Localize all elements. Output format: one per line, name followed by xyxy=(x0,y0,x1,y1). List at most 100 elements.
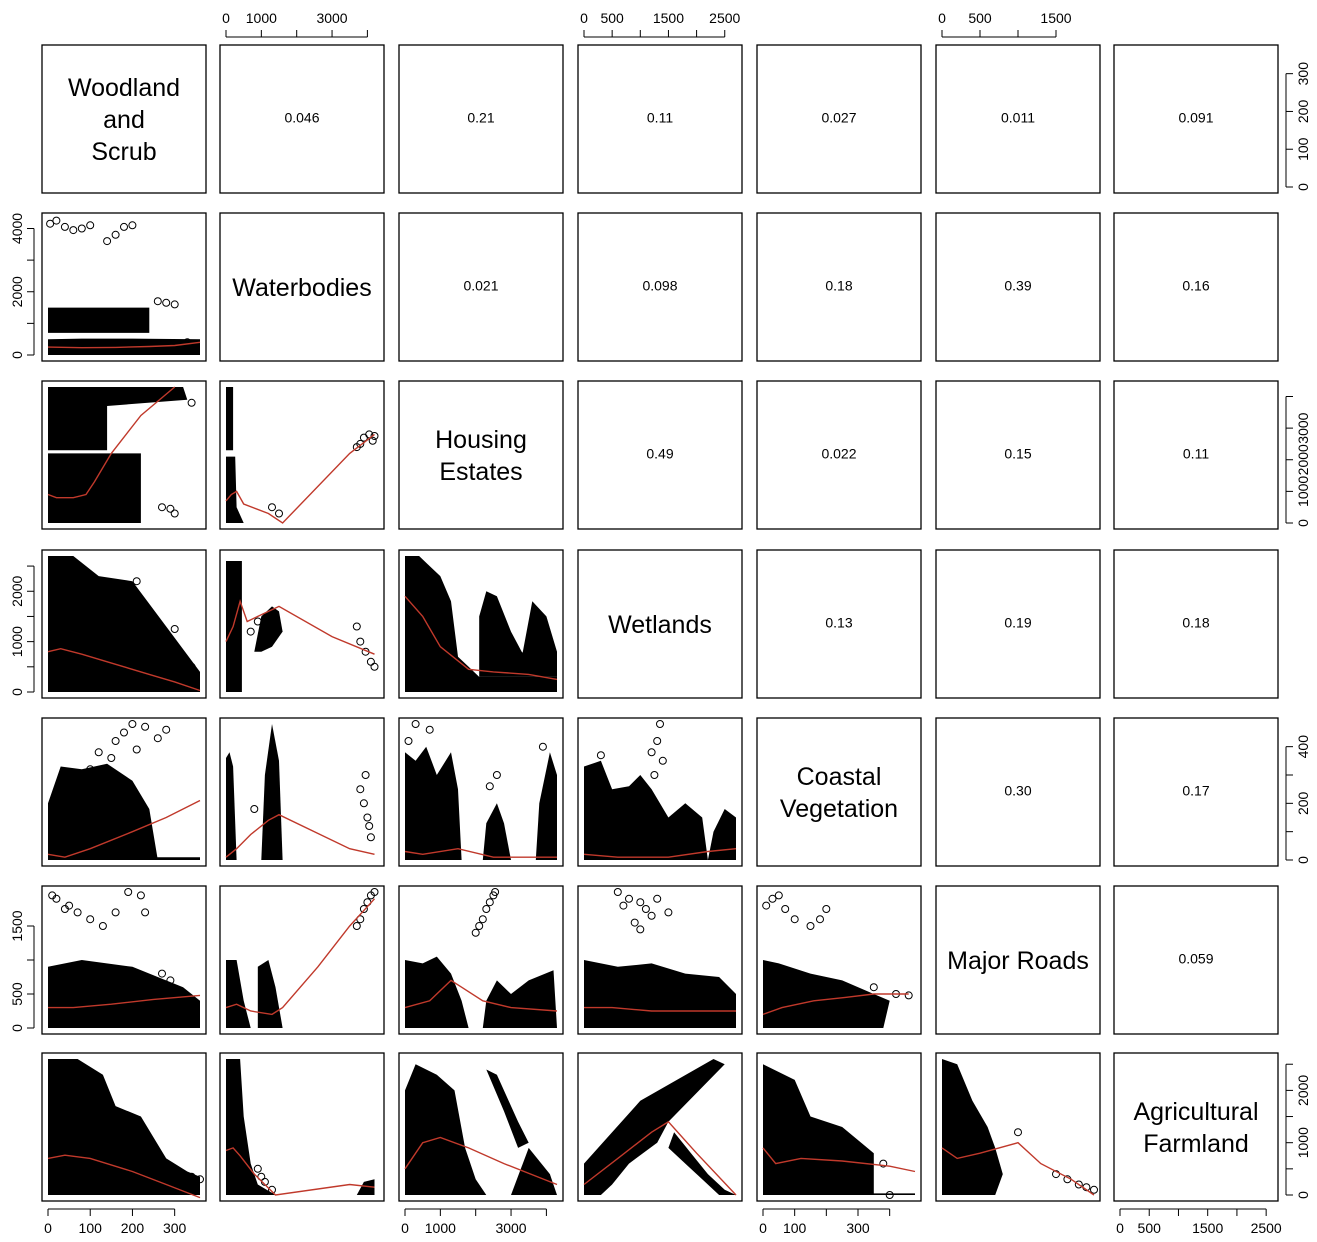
point-cloud xyxy=(48,307,150,333)
panel-3-1 xyxy=(219,549,385,699)
data-point xyxy=(275,509,283,518)
smoother-line xyxy=(583,1120,737,1196)
data-point xyxy=(246,627,255,636)
point-cloud xyxy=(405,746,462,860)
panel-1-6 xyxy=(1113,212,1279,362)
tick-label: 100 xyxy=(783,1220,807,1236)
data-point xyxy=(111,230,120,239)
tick-label: 0 xyxy=(9,688,25,696)
smoother-line xyxy=(47,341,201,349)
correlation-value: 0.13 xyxy=(825,615,852,631)
data-point xyxy=(132,745,141,754)
panel-6-6 xyxy=(1113,1052,1279,1202)
point-cloud xyxy=(226,387,234,451)
tick-label: 1000 xyxy=(1295,1127,1311,1158)
data-point xyxy=(404,737,413,745)
correlation-value: 0.49 xyxy=(646,446,673,462)
point-cloud xyxy=(511,1147,557,1195)
data-point xyxy=(478,915,487,924)
point-cloud xyxy=(518,601,557,677)
scatter-panel-5-1 xyxy=(225,888,379,1028)
scatter-panel-2-1 xyxy=(225,387,379,524)
point-cloud xyxy=(261,724,283,860)
smoother-line xyxy=(404,1136,558,1186)
data-point xyxy=(187,398,196,407)
data-point xyxy=(162,725,171,734)
tick-label: 300 xyxy=(163,1220,187,1236)
data-point xyxy=(619,901,628,910)
tick-label: 0 xyxy=(938,10,946,26)
data-point xyxy=(153,622,162,631)
data-point xyxy=(411,720,420,728)
data-point xyxy=(253,1164,262,1173)
data-point xyxy=(816,915,824,924)
data-point xyxy=(183,338,192,347)
data-point xyxy=(482,905,491,913)
panel-4-4 xyxy=(756,717,922,867)
data-point xyxy=(170,1170,179,1179)
data-point xyxy=(352,443,361,452)
data-point xyxy=(141,722,150,731)
point-cloud xyxy=(226,456,244,523)
smoother-line xyxy=(941,1141,1095,1196)
data-point xyxy=(170,300,179,309)
correlation-value: 0.11 xyxy=(1183,446,1209,462)
tick-label: 1000 xyxy=(246,10,277,26)
data-point xyxy=(111,908,120,917)
smoother-line xyxy=(225,598,375,655)
scatter-panel-3-0 xyxy=(47,556,201,692)
tick-label: 200 xyxy=(1295,791,1311,815)
data-point xyxy=(869,983,878,992)
panel-2-3 xyxy=(577,380,743,530)
point-cloud xyxy=(48,857,200,860)
data-point xyxy=(1014,1128,1022,1137)
tick-label: 2000 xyxy=(9,575,25,606)
data-point xyxy=(491,888,500,896)
tick-label: 500 xyxy=(600,10,624,26)
scatter-panel-2-0 xyxy=(47,386,196,523)
data-point xyxy=(356,785,365,794)
tick-label: 0 xyxy=(44,1220,52,1236)
point-cloud xyxy=(668,1132,736,1195)
data-point xyxy=(538,742,547,751)
data-point xyxy=(191,340,200,349)
data-point xyxy=(170,509,179,518)
data-point xyxy=(94,748,103,757)
smoother-line xyxy=(225,1147,375,1196)
point-cloud xyxy=(48,556,200,692)
tick-label: 1500 xyxy=(1192,1220,1223,1236)
smoother-line xyxy=(225,433,375,524)
data-point xyxy=(268,503,276,512)
data-point xyxy=(268,1185,276,1194)
correlation-value: 0.011 xyxy=(1001,110,1035,126)
tick-label: 0 xyxy=(1295,519,1311,527)
scatter-panel-5-0 xyxy=(48,888,201,1028)
panel-1-2 xyxy=(398,212,564,362)
tick-label: 200 xyxy=(121,1220,145,1236)
smoother-line xyxy=(225,898,376,1016)
data-point xyxy=(103,237,112,246)
tick-label: 500 xyxy=(968,10,992,26)
data-point xyxy=(250,805,259,813)
scatter-panel-5-3 xyxy=(584,888,736,1028)
panel-1-0 xyxy=(41,212,207,362)
tick-label: 2000 xyxy=(9,276,25,307)
point-cloud xyxy=(226,752,237,860)
scatter-panel-3-2 xyxy=(404,556,558,692)
tick-label: 400 xyxy=(1295,735,1311,759)
tick-label: 200 xyxy=(1295,100,1311,124)
correlation-value: 0.15 xyxy=(1004,446,1031,462)
data-point xyxy=(60,222,69,231)
data-point xyxy=(636,925,645,934)
tick-label: 2500 xyxy=(1251,1220,1282,1236)
panel-0-6 xyxy=(1113,44,1279,194)
data-point xyxy=(187,662,196,671)
data-point xyxy=(1090,1185,1098,1194)
tick-label: 0 xyxy=(1295,856,1311,864)
data-point xyxy=(1052,1170,1060,1179)
panel-5-6 xyxy=(1113,885,1279,1035)
point-cloud xyxy=(48,960,200,1028)
point-cloud xyxy=(535,752,557,860)
smoother-line xyxy=(583,848,737,858)
variable-label: Agricultural Farmland xyxy=(1133,1098,1258,1158)
